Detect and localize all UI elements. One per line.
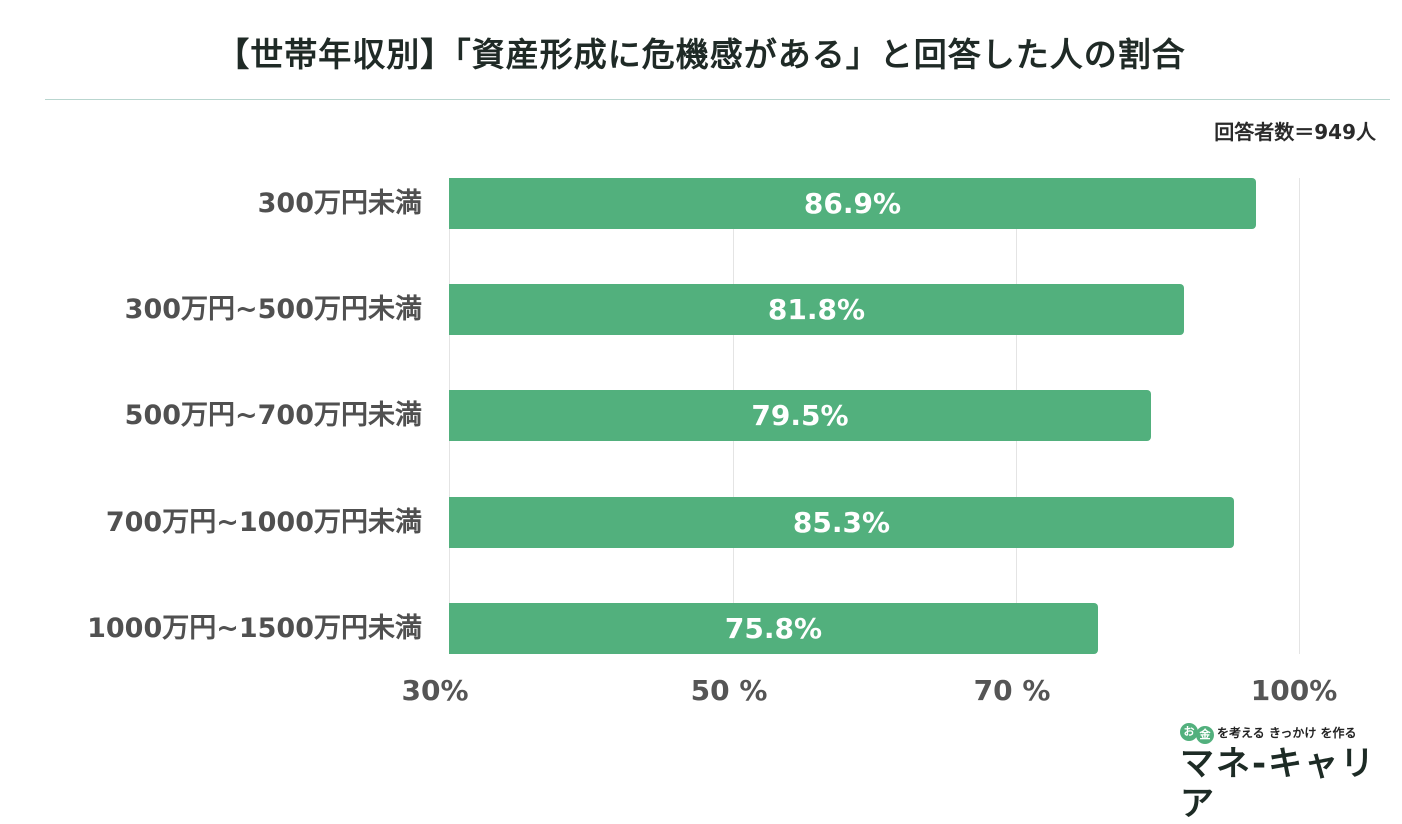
- chart-title: 【世帯年収別】「資産形成に危機感がある」と回答した人の割合: [216, 35, 1186, 74]
- category-label: 700万円~1000万円未満: [105, 507, 422, 538]
- x-tick-label: 100%: [1250, 674, 1338, 707]
- logo-circle-icon: お: [1180, 723, 1198, 741]
- category-label: 300万円未満: [257, 188, 422, 219]
- bar: 86.9%: [449, 178, 1256, 229]
- x-tick-label: 30%: [401, 674, 469, 707]
- bar-row: 1000万円~1500万円未満 75.8%: [0, 603, 1402, 654]
- bar: 85.3%: [449, 497, 1234, 548]
- bar: 81.8%: [449, 284, 1184, 335]
- bar: 79.5%: [449, 390, 1151, 441]
- bar-row: 500万円~700万円未満 79.5%: [0, 390, 1402, 441]
- bar-value-label: 85.3%: [792, 506, 891, 539]
- respondent-count: 回答者数＝949人: [1214, 120, 1376, 144]
- bar-value-label: 79.5%: [751, 399, 849, 432]
- category-label: 300万円~500万円未満: [124, 294, 422, 325]
- logo-brand-name: マネ-キャリア: [1180, 744, 1377, 824]
- category-label: 500万円~700万円未満: [124, 400, 422, 431]
- brand-logo: お 金 を考える きっかけ を作る マネ-キャリア: [1180, 720, 1390, 824]
- logo-tagline: を考える きっかけ を作る: [1217, 725, 1357, 740]
- bar-row: 700万円~1000万円未満 85.3%: [0, 497, 1402, 548]
- logo-circle-icon: 金: [1196, 726, 1214, 744]
- bar-row: 300万円未満 86.9%: [0, 178, 1402, 229]
- bar: 75.8%: [449, 603, 1098, 654]
- x-tick-label: 70 %: [973, 674, 1051, 707]
- bar-value-label: 75.8%: [724, 612, 823, 645]
- x-tick-label: 50 %: [690, 674, 768, 707]
- gridline-100: [1299, 178, 1300, 654]
- bar-value-label: 81.8%: [767, 293, 866, 326]
- title-divider: [45, 99, 1390, 100]
- bar-row: 300万円~500万円未満 81.8%: [0, 284, 1402, 335]
- bar-value-label: 86.9%: [803, 187, 902, 220]
- category-label: 1000万円~1500万円未満: [87, 613, 422, 644]
